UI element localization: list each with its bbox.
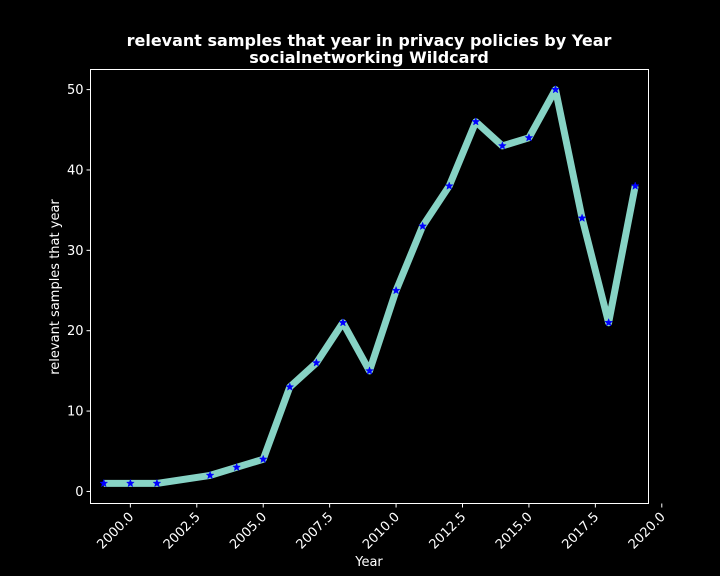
data-point-star xyxy=(285,382,295,391)
data-point-star xyxy=(471,117,481,126)
x-tick-label: 2017.5 xyxy=(559,510,602,553)
y-axis: 0 10 20 30 40 50 xyxy=(67,83,91,500)
y-tick-label: 0 xyxy=(75,485,83,500)
y-tick-label: 10 xyxy=(67,405,84,420)
data-point-star xyxy=(577,213,587,222)
y-tick-label: 50 xyxy=(67,83,84,98)
data-point-star xyxy=(418,221,428,231)
data-point-star xyxy=(311,358,321,367)
data-point-star xyxy=(551,84,560,94)
data-point-star xyxy=(604,317,614,327)
data-point-star xyxy=(524,133,534,142)
plot-area xyxy=(99,84,640,488)
y-tick-label: 30 xyxy=(67,244,84,259)
data-point-star xyxy=(232,462,242,472)
x-tick-label: 2002.5 xyxy=(161,510,204,553)
data-point-star xyxy=(630,181,640,190)
y-axis-label: relevant samples that year xyxy=(48,199,63,375)
y-tick-label: 20 xyxy=(67,324,84,339)
data-point-star xyxy=(497,141,507,150)
chart-title-line-2: socialnetworking Wildcard xyxy=(249,48,489,67)
x-tick-label: 2005.0 xyxy=(227,510,270,553)
data-point-star xyxy=(391,285,401,295)
x-tick-label: 2015.0 xyxy=(493,510,536,553)
data-point-star xyxy=(99,478,109,488)
data-point-star xyxy=(152,478,162,488)
x-tick-label: 2010.0 xyxy=(360,510,403,553)
data-point-star xyxy=(258,454,268,464)
y-tick-label: 40 xyxy=(67,163,84,178)
data-point-star xyxy=(444,181,454,190)
series-line xyxy=(103,86,639,487)
data-point-star xyxy=(125,478,135,488)
x-axis: 2000.0 2002.5 2005.0 2007.5 2010.0 2012.5 2015… xyxy=(94,503,669,553)
x-tick-label: 2000.0 xyxy=(94,510,137,553)
data-point-star xyxy=(338,317,348,327)
data-point-star xyxy=(205,470,215,480)
x-tick-label: 2007.5 xyxy=(294,510,337,553)
chart-title-line-1: relevant samples that year in privacy po… xyxy=(127,31,612,50)
plot-frame xyxy=(90,69,649,504)
x-tick-label: 2020.0 xyxy=(626,510,669,553)
data-point-star xyxy=(365,366,374,375)
x-axis-label: Year xyxy=(354,555,383,570)
x-tick-label: 2012.5 xyxy=(427,510,470,553)
